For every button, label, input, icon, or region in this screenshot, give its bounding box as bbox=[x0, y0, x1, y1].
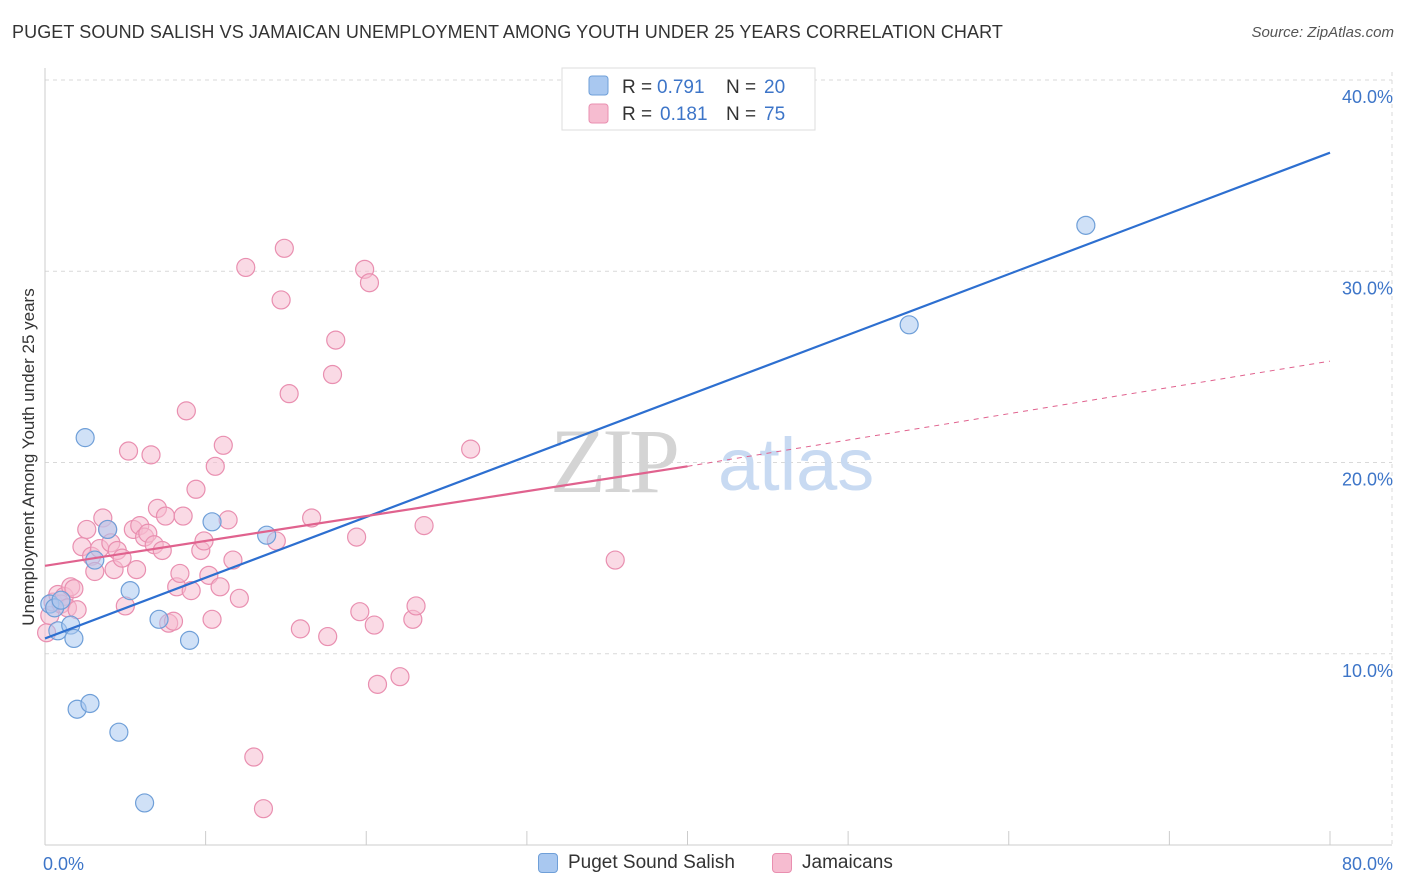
point-jamaicans[interactable] bbox=[236, 257, 256, 278]
x-tick-label: 80.0% bbox=[1342, 854, 1393, 874]
point-jamaicans[interactable] bbox=[186, 479, 206, 499]
point-puget-sound-salish[interactable] bbox=[120, 581, 140, 601]
legend-item-jamaicans[interactable]: Jamaicans bbox=[772, 852, 893, 874]
point-puget-sound-salish[interactable] bbox=[1076, 215, 1096, 235]
point-jamaicans[interactable] bbox=[347, 527, 367, 547]
point-jamaicans[interactable] bbox=[253, 799, 274, 819]
point-puget-sound-salish[interactable] bbox=[64, 628, 84, 649]
point-jamaicans[interactable] bbox=[244, 747, 264, 767]
point-jamaicans[interactable] bbox=[318, 626, 338, 647]
point-jamaicans[interactable] bbox=[64, 579, 84, 599]
data-points bbox=[37, 215, 1096, 819]
point-jamaicans[interactable] bbox=[390, 667, 410, 687]
legend-swatch-blue bbox=[538, 853, 558, 873]
watermark-atlas: atlas bbox=[718, 423, 874, 506]
series-legend: Puget Sound Salish Jamaicans bbox=[0, 852, 1406, 878]
legend-n-label: N = bbox=[726, 77, 756, 98]
point-jamaicans[interactable] bbox=[213, 435, 233, 455]
point-puget-sound-salish[interactable] bbox=[149, 609, 169, 629]
x-tick-label: 0.0% bbox=[43, 854, 84, 874]
point-jamaicans[interactable] bbox=[77, 519, 97, 540]
point-jamaicans[interactable] bbox=[202, 609, 222, 629]
chart-title: PUGET SOUND SALISH VS JAMAICAN UNEMPLOYM… bbox=[12, 22, 1003, 42]
trend-line-jamaicans-extension bbox=[687, 360, 1331, 467]
point-puget-sound-salish[interactable] bbox=[257, 525, 277, 545]
y-tick-label: 10.0% bbox=[1342, 661, 1393, 681]
grid bbox=[45, 72, 1393, 845]
point-jamaicans[interactable] bbox=[170, 563, 190, 584]
legend-r-label: R = bbox=[622, 77, 652, 98]
point-jamaicans[interactable] bbox=[176, 401, 196, 421]
legend-n-label: N = bbox=[726, 104, 756, 125]
point-puget-sound-salish[interactable] bbox=[98, 519, 118, 540]
correlation-legend: R = 0.791 N = 20 R = 0.181 N = 75 bbox=[561, 67, 816, 131]
legend-swatch-blue bbox=[588, 75, 609, 96]
point-jamaicans[interactable] bbox=[302, 508, 322, 528]
point-jamaicans[interactable] bbox=[141, 445, 161, 465]
point-jamaicans[interactable] bbox=[414, 516, 434, 536]
point-jamaicans[interactable] bbox=[118, 441, 139, 461]
point-jamaicans[interactable] bbox=[155, 506, 176, 526]
watermark-zip: ZIP bbox=[550, 410, 677, 512]
point-jamaicans[interactable] bbox=[210, 577, 230, 597]
trend-line-puget-sound-salish bbox=[44, 151, 1331, 640]
point-jamaicans[interactable] bbox=[271, 290, 291, 310]
trend-line-jamaicans bbox=[44, 465, 688, 567]
trend-lines bbox=[44, 151, 1331, 640]
point-jamaicans[interactable] bbox=[350, 602, 370, 622]
y-tick-label: 20.0% bbox=[1342, 470, 1393, 490]
point-puget-sound-salish[interactable] bbox=[109, 722, 129, 742]
point-jamaicans[interactable] bbox=[218, 510, 238, 530]
point-jamaicans[interactable] bbox=[126, 559, 147, 580]
legend-n-value-blue: 20 bbox=[764, 77, 785, 98]
point-puget-sound-salish[interactable] bbox=[75, 428, 95, 448]
legend-r-label: R = bbox=[622, 104, 652, 125]
point-jamaicans[interactable] bbox=[461, 439, 481, 459]
point-jamaicans[interactable] bbox=[359, 273, 380, 293]
axes: 10.0% 20.0% 30.0% 40.0% 0.0% 80.0% bbox=[43, 68, 1393, 874]
legend-n-value-pink: 75 bbox=[764, 104, 785, 125]
legend-label: Puget Sound Salish bbox=[568, 852, 735, 873]
legend-swatch-pink bbox=[772, 853, 792, 873]
point-puget-sound-salish[interactable] bbox=[80, 693, 100, 714]
point-jamaicans[interactable] bbox=[181, 581, 201, 601]
legend-r-value-pink: 0.181 bbox=[660, 104, 708, 125]
point-jamaicans[interactable] bbox=[364, 615, 384, 635]
point-puget-sound-salish[interactable] bbox=[134, 793, 155, 813]
point-puget-sound-salish[interactable] bbox=[202, 512, 222, 532]
point-jamaicans[interactable] bbox=[290, 619, 310, 639]
point-puget-sound-salish[interactable] bbox=[899, 315, 919, 335]
watermark: ZIP atlas bbox=[550, 410, 874, 512]
point-jamaicans[interactable] bbox=[152, 540, 172, 561]
point-jamaicans[interactable] bbox=[322, 364, 343, 385]
point-puget-sound-salish[interactable] bbox=[179, 630, 200, 650]
y-tick-label: 40.0% bbox=[1342, 87, 1393, 107]
legend-swatch-pink bbox=[588, 103, 609, 124]
legend-label: Jamaicans bbox=[802, 852, 893, 873]
point-jamaicans[interactable] bbox=[199, 565, 219, 585]
point-jamaicans[interactable] bbox=[229, 588, 249, 608]
point-jamaicans[interactable] bbox=[205, 456, 225, 476]
legend-item-puget-sound-salish[interactable]: Puget Sound Salish bbox=[538, 852, 735, 874]
point-puget-sound-salish[interactable] bbox=[51, 590, 71, 610]
point-jamaicans[interactable] bbox=[605, 550, 625, 570]
point-jamaicans[interactable] bbox=[406, 596, 426, 616]
point-jamaicans[interactable] bbox=[326, 330, 346, 350]
legend-r-value-blue: 0.791 bbox=[657, 77, 705, 98]
point-jamaicans[interactable] bbox=[367, 674, 388, 694]
point-jamaicans[interactable] bbox=[173, 506, 193, 526]
point-jamaicans[interactable] bbox=[279, 384, 299, 404]
source-label: Source: ZipAtlas.com bbox=[1251, 24, 1394, 41]
y-axis-label: Unemployment Among Youth under 25 years bbox=[19, 288, 38, 625]
point-jamaicans[interactable] bbox=[274, 238, 294, 258]
y-tick-label: 30.0% bbox=[1342, 278, 1393, 298]
